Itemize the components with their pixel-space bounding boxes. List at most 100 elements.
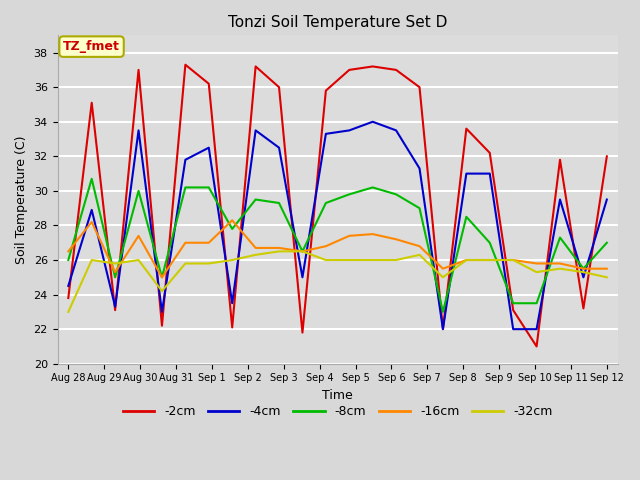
-4cm [509,326,517,332]
-8cm [88,176,95,181]
-32cm [182,261,189,266]
-4cm [580,275,588,280]
-16cm [111,269,119,275]
-16cm [509,257,517,263]
-2cm [88,100,95,106]
-8cm [532,300,540,306]
Y-axis label: Soil Temperature (C): Soil Temperature (C) [15,135,28,264]
-16cm [252,245,259,251]
-32cm [134,257,142,263]
-4cm [205,145,212,151]
-2cm [392,67,400,73]
-16cm [603,266,611,272]
-8cm [322,200,330,206]
-4cm [111,304,119,310]
-16cm [556,261,564,266]
-16cm [463,257,470,263]
-32cm [580,269,588,275]
-32cm [486,257,493,263]
-16cm [182,240,189,246]
-2cm [415,84,423,90]
Line: -2cm: -2cm [68,65,607,347]
-4cm [88,207,95,213]
-4cm [299,275,307,280]
-8cm [486,240,493,246]
-16cm [65,249,72,254]
-32cm [275,249,283,254]
-16cm [532,261,540,266]
-2cm [111,307,119,313]
-16cm [392,237,400,242]
-8cm [346,192,353,197]
-16cm [299,249,307,254]
Line: -8cm: -8cm [68,179,607,312]
Line: -16cm: -16cm [68,220,607,277]
-2cm [158,323,166,329]
-16cm [228,217,236,223]
-8cm [299,249,307,254]
-16cm [205,240,212,246]
-2cm [65,295,72,301]
-4cm [228,300,236,306]
Legend: -2cm, -4cm, -8cm, -16cm, -32cm: -2cm, -4cm, -8cm, -16cm, -32cm [118,400,557,423]
-8cm [439,309,447,315]
-16cm [346,233,353,239]
-8cm [392,192,400,197]
-4cm [439,326,447,332]
-4cm [158,309,166,315]
-16cm [580,266,588,272]
-4cm [65,283,72,289]
-32cm [532,269,540,275]
-32cm [205,261,212,266]
-32cm [556,266,564,272]
-8cm [252,197,259,203]
-16cm [158,275,166,280]
-8cm [463,214,470,220]
-32cm [369,257,376,263]
-32cm [111,261,119,266]
-32cm [509,257,517,263]
Title: Tonzi Soil Temperature Set D: Tonzi Soil Temperature Set D [228,15,447,30]
-2cm [228,324,236,330]
-32cm [439,275,447,280]
Line: -32cm: -32cm [68,252,607,312]
-32cm [65,309,72,315]
-2cm [580,306,588,312]
-4cm [369,119,376,125]
-4cm [603,197,611,203]
-8cm [182,184,189,190]
-16cm [439,266,447,272]
-4cm [182,157,189,163]
-4cm [463,171,470,177]
-32cm [603,275,611,280]
-4cm [486,171,493,177]
-32cm [88,257,95,263]
-32cm [299,249,307,254]
-2cm [486,150,493,156]
-8cm [415,205,423,211]
-4cm [556,197,564,203]
-2cm [275,84,283,90]
-2cm [439,326,447,332]
-4cm [392,128,400,133]
-2cm [369,63,376,69]
-32cm [158,288,166,294]
-4cm [415,166,423,171]
-8cm [205,184,212,190]
-32cm [228,257,236,263]
-2cm [322,88,330,94]
-2cm [182,62,189,68]
-8cm [111,275,119,280]
-16cm [369,231,376,237]
-16cm [322,243,330,249]
-8cm [509,300,517,306]
-4cm [322,131,330,137]
-32cm [346,257,353,263]
-32cm [322,257,330,263]
-2cm [134,67,142,73]
X-axis label: Time: Time [322,389,353,402]
-2cm [346,67,353,73]
-4cm [275,145,283,151]
-8cm [158,275,166,280]
-2cm [509,307,517,313]
